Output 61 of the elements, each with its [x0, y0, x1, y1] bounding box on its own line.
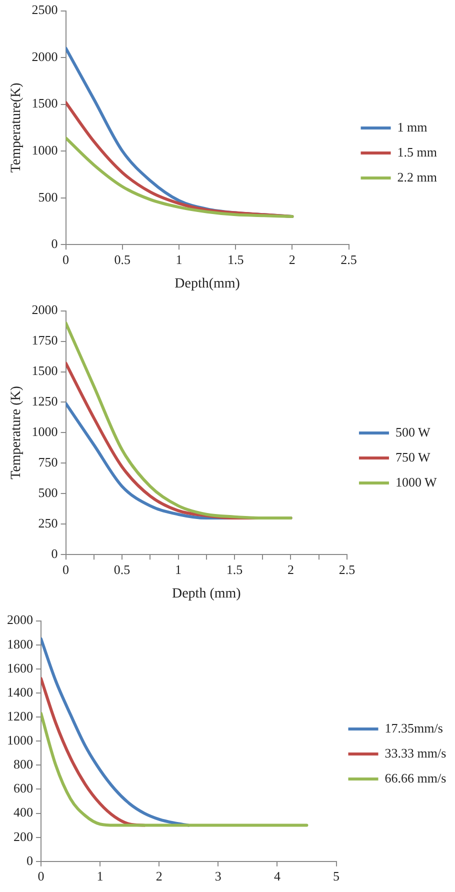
y-tick-label: 1500 — [32, 363, 58, 378]
legend-label: 1000 W — [395, 474, 438, 490]
y-tick-label: 1000 — [7, 732, 33, 748]
x-tick-label: 0 — [62, 562, 70, 577]
y-tick-label: 1200 — [7, 708, 33, 724]
y-tick-label: 1400 — [7, 684, 33, 700]
x-tick-label: 1.5 — [227, 252, 244, 267]
x-tick-label: 2.5 — [340, 252, 357, 267]
y-tick-label: 1800 — [7, 636, 33, 652]
line-series — [41, 712, 308, 827]
y-tick-label: 1000 — [32, 424, 58, 440]
x-tick-label: 2 — [156, 868, 162, 884]
y-tick-label: 500 — [38, 485, 58, 500]
x-tick-label: 2.5 — [338, 562, 356, 577]
legend-label: 2.2 mm — [397, 169, 438, 184]
y-axis-title: Temperature(K) — [9, 82, 24, 173]
y-tick-label: 0 — [26, 852, 33, 868]
x-axis-title: Depth(mm) — [174, 276, 240, 292]
x-tick-label: 4 — [274, 868, 281, 884]
y-axis-title: Temperature (K) — [9, 386, 24, 480]
legend-label: 66.66 mm/s — [384, 770, 446, 786]
y-tick-label: 800 — [14, 756, 33, 772]
x-tick-label: 1 — [96, 868, 104, 884]
x-tick-label: 2 — [288, 252, 296, 267]
y-tick-label: 1500 — [32, 96, 58, 111]
y-tick-label: 500 — [38, 189, 58, 204]
x-tick-label: 5 — [333, 868, 340, 884]
y-tick-label: 600 — [14, 780, 33, 796]
y-tick-label: 2000 — [32, 302, 58, 318]
y-tick-label: 1250 — [32, 394, 58, 409]
y-tick-label: 2500 — [32, 2, 58, 18]
y-tick-label: 1000 — [32, 142, 58, 158]
line-series — [66, 321, 292, 520]
y-tick-label: 2000 — [32, 48, 58, 64]
y-tick-label: 0 — [51, 236, 58, 252]
x-tick-label: 1.5 — [226, 562, 243, 577]
x-tick-label: 0 — [62, 252, 70, 267]
x-tick-label: 2 — [287, 562, 294, 577]
legend-label: 17.35mm/s — [384, 720, 443, 736]
y-tick-label: 750 — [38, 454, 58, 470]
x-tick-label: 1 — [176, 252, 182, 267]
x-tick-label: 0.5 — [114, 252, 131, 267]
legend-label: 1.5 mm — [397, 144, 438, 160]
legend-label: 750 W — [395, 449, 431, 464]
y-tick-label: 200 — [14, 828, 33, 844]
x-axis-title: Depth (mm) — [172, 586, 242, 602]
x-tick-label: 3 — [214, 868, 222, 884]
y-tick-label: 2000 — [7, 612, 33, 628]
y-tick-label: 400 — [14, 804, 33, 820]
line-series — [41, 637, 190, 827]
y-tick-label: 0 — [51, 546, 58, 562]
legend-label: 33.33 mm/s — [384, 745, 446, 760]
x-tick-label: 1 — [175, 562, 182, 577]
y-tick-label: 1750 — [32, 332, 58, 348]
legend-label: 500 W — [395, 424, 431, 440]
x-tick-label: 0.5 — [114, 562, 130, 577]
legend-label: 1 mm — [397, 119, 428, 134]
y-tick-label: 250 — [38, 516, 58, 531]
line-series — [41, 677, 146, 827]
line-series — [66, 136, 294, 218]
y-tick-label: 1600 — [7, 660, 33, 676]
